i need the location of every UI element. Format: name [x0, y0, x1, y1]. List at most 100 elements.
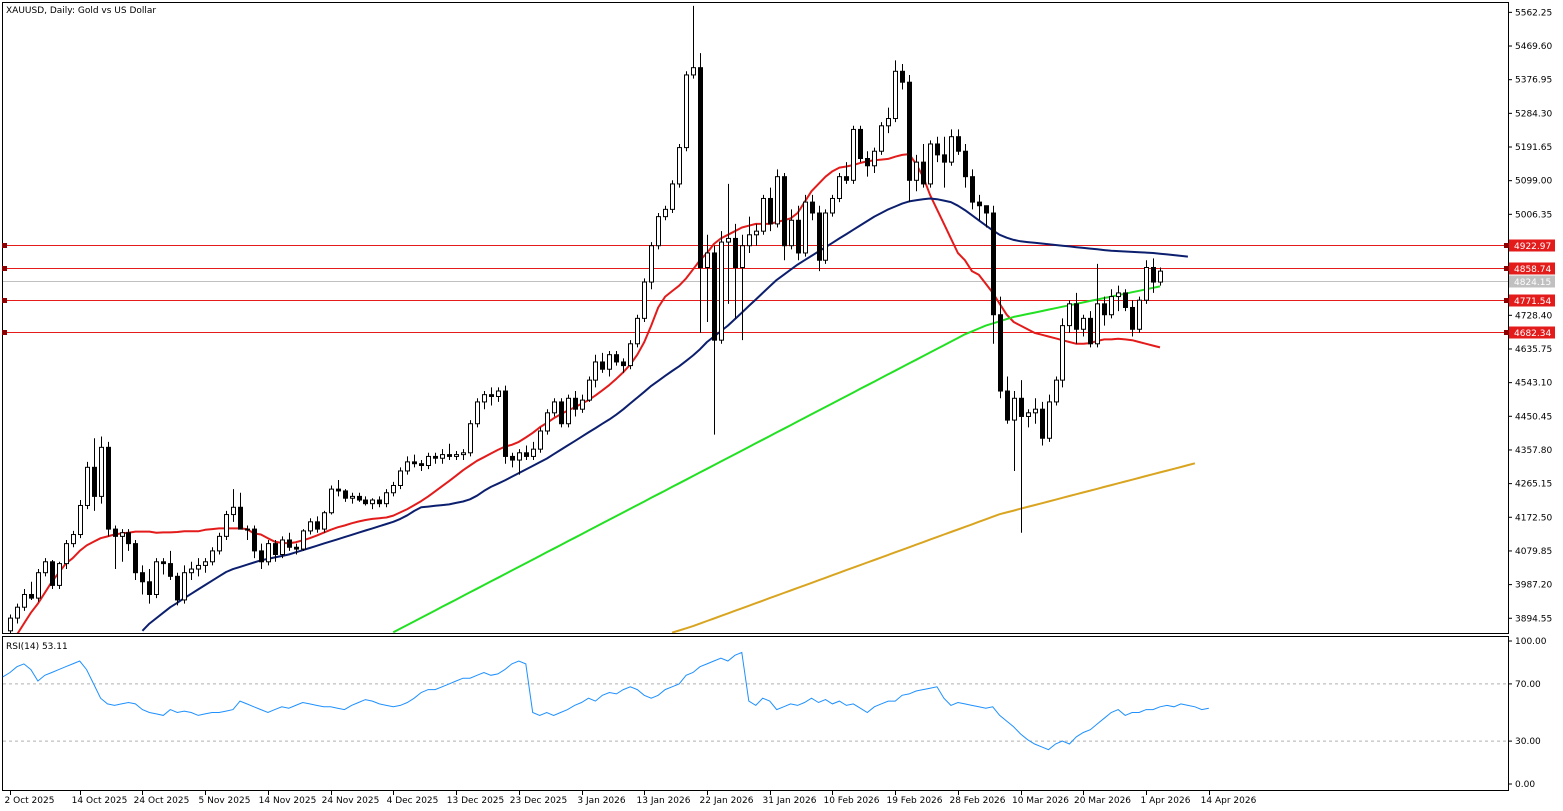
candle-bull	[1109, 296, 1114, 316]
candle-bear	[1019, 397, 1024, 417]
candle-bull	[893, 70, 898, 120]
candle-bull	[217, 535, 222, 552]
candle-bull	[879, 125, 884, 152]
candle-bull	[803, 201, 808, 254]
candle-bear	[252, 528, 257, 552]
candle-bull	[566, 397, 571, 425]
candle-bear	[844, 176, 849, 181]
candle-bull	[120, 532, 125, 537]
date-tick-label: 4 Dec 2025	[387, 796, 439, 806]
candle-bull	[649, 245, 654, 283]
candle-bear	[991, 212, 996, 316]
rsi-indicator: 100.00 70.00 30.00 0.00	[2, 637, 1547, 790]
price-level-tag	[1509, 294, 1555, 307]
candle-bear	[419, 463, 424, 467]
candle-bear	[921, 161, 926, 185]
price-level-label: 4858.74	[1514, 265, 1551, 275]
candle-bull	[426, 455, 431, 467]
candle-bear	[1088, 317, 1093, 345]
price-tick-label: 5562.25	[1515, 8, 1552, 18]
candle-bear	[133, 543, 138, 574]
candle-bear	[977, 201, 982, 207]
candle-bull	[517, 452, 522, 461]
rsi-tick-label: 70.00	[1515, 680, 1541, 690]
candle-bull	[461, 452, 466, 456]
candle-bull	[475, 401, 480, 425]
date-tick-label: 28 Feb 2026	[949, 796, 1005, 806]
candle-bull	[837, 176, 842, 199]
candle-bear	[287, 539, 292, 548]
candle-bear	[712, 252, 717, 341]
candle-bull	[454, 454, 459, 457]
date-tick-label: 22 Jan 2026	[700, 796, 754, 806]
candle-bull	[36, 572, 41, 599]
candle-bull	[99, 446, 104, 497]
price-level-tag	[1509, 262, 1555, 275]
candle-bear	[147, 581, 152, 595]
candle-bull	[196, 564, 201, 570]
candle-bear	[357, 495, 362, 501]
candle-bull	[872, 150, 877, 167]
candle-bear	[935, 143, 940, 156]
price-level-tag	[1509, 239, 1555, 252]
price-level-marker-left	[2, 298, 7, 303]
candle-bull	[1067, 303, 1072, 327]
candle-bull	[189, 568, 194, 574]
candle-bear	[175, 575, 180, 601]
price-tick-label: 4079.85	[1515, 547, 1552, 557]
candle-bull	[308, 521, 313, 532]
price-level-marker-right	[1504, 330, 1509, 335]
price-level-label: 4682.34	[1514, 329, 1551, 339]
candle-bear	[168, 563, 173, 577]
date-tick-label: 23 Dec 2025	[510, 796, 568, 806]
price-levels	[2, 243, 1509, 335]
candle-bull	[531, 448, 536, 457]
candle-bear	[1040, 408, 1045, 439]
candle-bear	[1005, 390, 1010, 421]
candle-bear	[984, 205, 989, 214]
candle-bull	[754, 230, 759, 236]
ma-line	[392, 285, 1161, 633]
candle-bull	[1144, 266, 1149, 301]
candle-bear	[782, 176, 787, 247]
candle-bear	[273, 543, 278, 556]
candle-bull	[726, 237, 731, 243]
candle-bear	[1123, 292, 1128, 308]
candle-bear	[92, 466, 97, 497]
candle-bear	[412, 461, 417, 465]
candle-bear	[336, 488, 341, 492]
price-level-labels: 4922.97 4858.74 4824.15 4771.54 4682.34	[1509, 239, 1555, 339]
candle-bull	[1060, 325, 1065, 381]
candle-bear	[510, 455, 515, 461]
candle-bull	[398, 470, 403, 486]
candle-bull	[1095, 303, 1100, 345]
candle-bear	[50, 561, 55, 586]
candle-bear	[106, 446, 111, 530]
date-tick-label: 13 Jan 2026	[637, 796, 691, 806]
candle-bull	[607, 354, 612, 370]
candle-bull	[1116, 292, 1121, 298]
price-level-label: 4771.54	[1514, 297, 1551, 307]
candle-bear	[698, 67, 703, 268]
candle-bull	[538, 430, 543, 450]
candle-bull	[545, 412, 550, 432]
candle-bull	[154, 561, 159, 595]
candle-bear	[817, 212, 822, 261]
candle-bull	[391, 484, 396, 494]
candle-bull	[384, 492, 389, 505]
candle-bear	[113, 528, 118, 537]
price-pane-frame	[2, 2, 1509, 634]
candle-bull	[15, 606, 20, 619]
candle-bear	[942, 154, 947, 163]
candle-bull	[85, 466, 90, 506]
candle-bull	[830, 197, 835, 214]
candle-bull	[468, 423, 473, 454]
price-level-marker-left	[2, 266, 7, 271]
price-tick-label: 5284.30	[1515, 109, 1552, 119]
candle-bull	[64, 543, 69, 565]
candle-bull	[628, 343, 633, 367]
candle-bull	[350, 495, 355, 499]
candle-bull	[552, 401, 557, 414]
date-tick-label: 13 Dec 2025	[447, 796, 505, 806]
